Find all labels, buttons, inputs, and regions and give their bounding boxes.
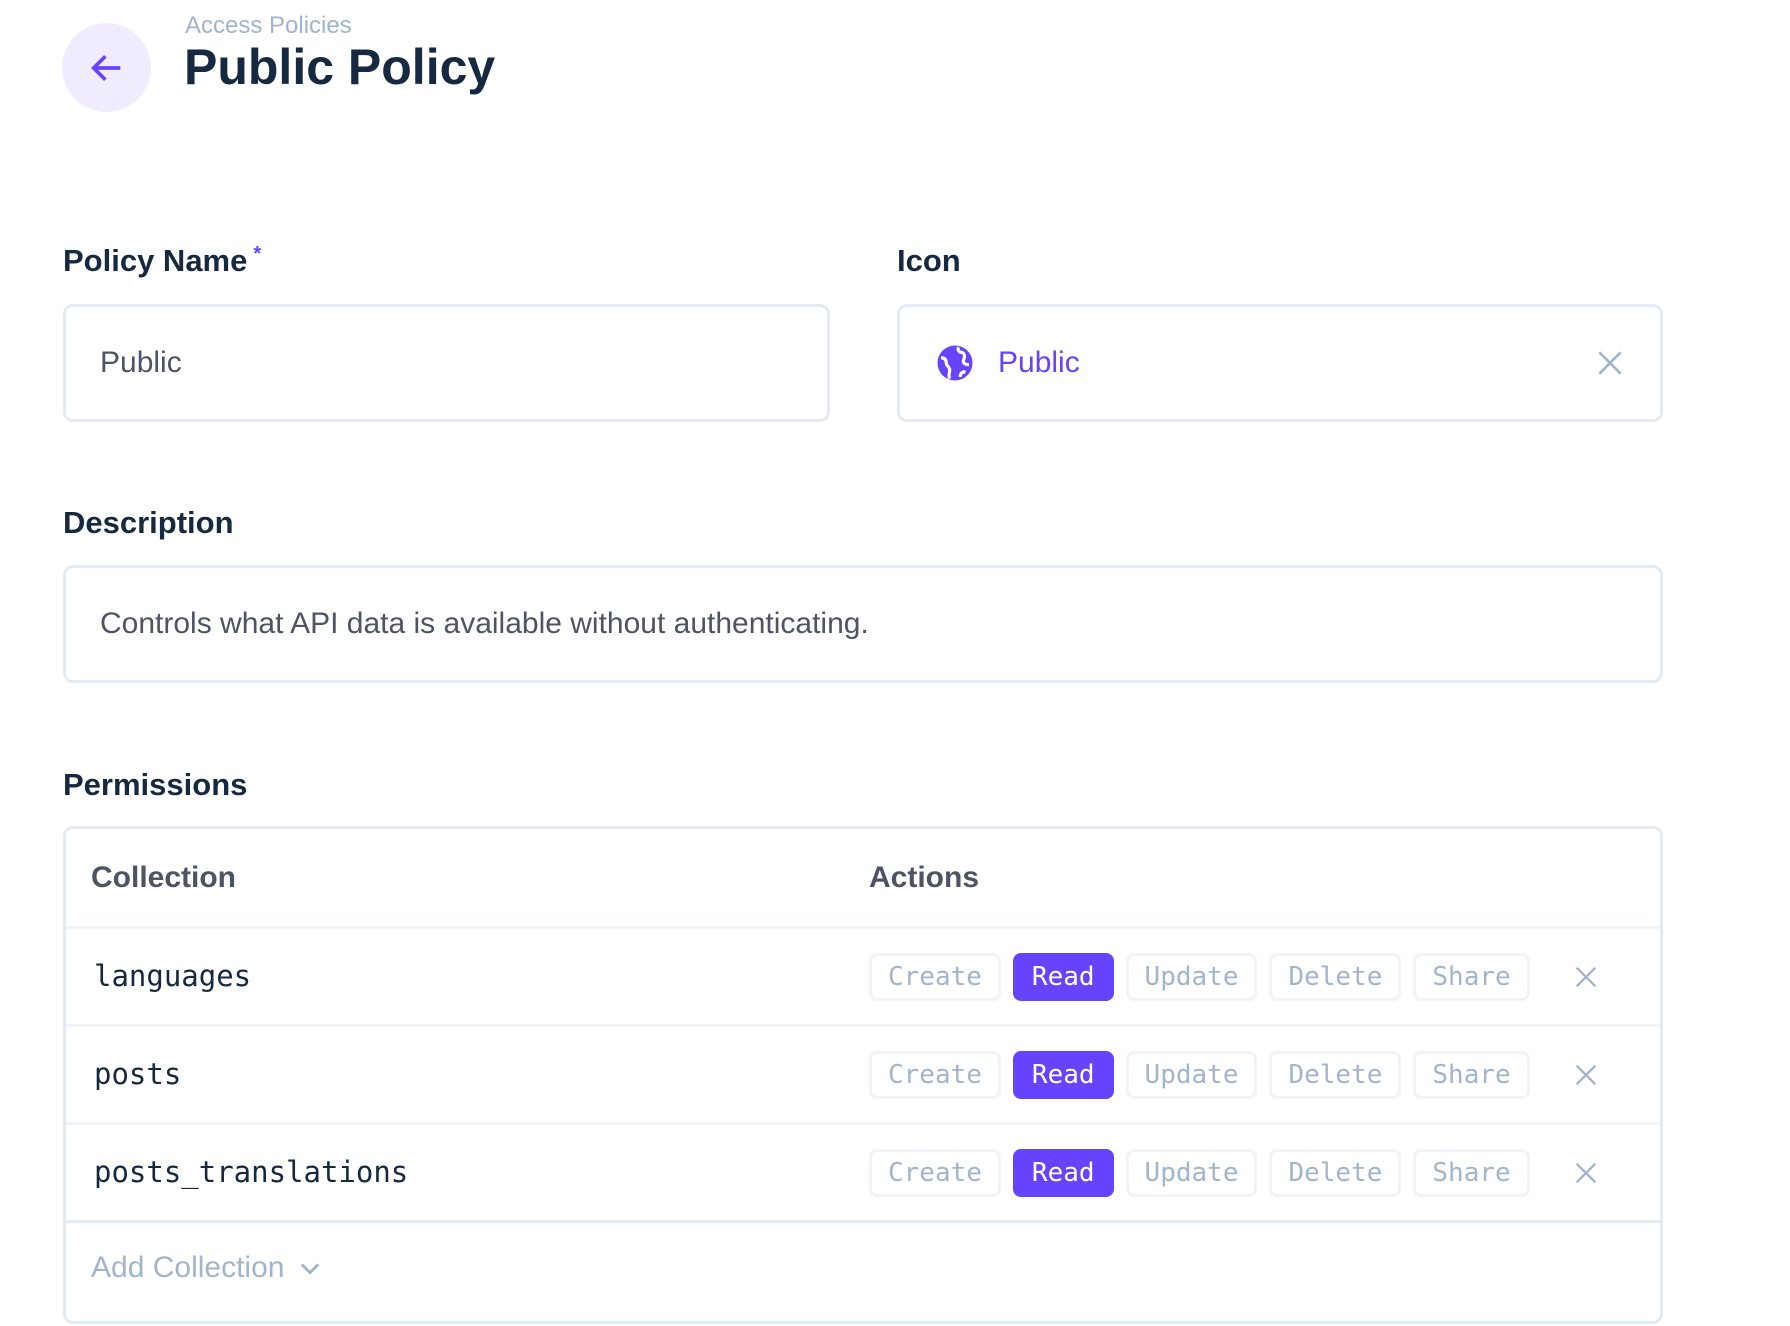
icon-label: Icon [897, 243, 961, 278]
description-value: Controls what API data is available with… [100, 607, 869, 640]
arrow-left-icon [90, 54, 120, 81]
action-create-toggle[interactable]: Create [869, 953, 1001, 1001]
action-read-toggle[interactable]: Read [1012, 1051, 1114, 1099]
icon-select[interactable]: Public [897, 304, 1663, 422]
close-icon [1575, 1162, 1596, 1184]
table-header: Collection Actions [66, 829, 1660, 929]
description-label: Description [63, 505, 234, 540]
icon-value: Public [998, 346, 1080, 379]
action-read-toggle[interactable]: Read [1012, 1149, 1114, 1197]
column-actions: Actions [869, 861, 980, 894]
permissions-table: Collection Actions languages Create Read Up… [63, 826, 1663, 1324]
table-row: languages Create Read Update Delete Share [66, 929, 1660, 1027]
action-delete-toggle[interactable]: Delete [1269, 1149, 1402, 1197]
action-create-toggle[interactable]: Create [869, 1149, 1001, 1197]
page-title: Public Policy [184, 39, 496, 95]
add-collection-label: Add Collection [91, 1251, 285, 1284]
table-row: posts Create Read Update Delete Share [66, 1027, 1660, 1125]
policy-name-input[interactable]: Public [63, 304, 830, 422]
action-create-toggle[interactable]: Create [869, 1051, 1001, 1099]
close-icon [1575, 1064, 1596, 1086]
action-read-toggle[interactable]: Read [1012, 953, 1114, 1001]
required-mark: * [253, 243, 262, 265]
back-button[interactable] [62, 23, 151, 112]
action-share-toggle[interactable]: Share [1413, 953, 1530, 1001]
policy-name-value: Public [100, 346, 182, 379]
close-icon [1575, 966, 1596, 988]
table-row: posts_translations Create Read Update Delete… [66, 1125, 1660, 1223]
action-delete-toggle[interactable]: Delete [1269, 953, 1402, 1001]
collection-name: posts_translations [94, 1155, 409, 1189]
column-collection: Collection [91, 861, 237, 894]
remove-collection-button[interactable] [1572, 963, 1600, 991]
action-delete-toggle[interactable]: Delete [1269, 1051, 1402, 1099]
action-update-toggle[interactable]: Update [1125, 953, 1258, 1001]
collection-name: posts [94, 1057, 182, 1091]
chevron-down-icon [301, 1263, 320, 1275]
globe-icon [937, 345, 973, 381]
add-collection-button[interactable]: Add Collection [91, 1251, 324, 1285]
remove-collection-button[interactable] [1572, 1159, 1600, 1187]
description-input[interactable]: Controls what API data is available with… [63, 565, 1663, 683]
permissions-label: Permissions [63, 767, 248, 802]
action-update-toggle[interactable]: Update [1125, 1149, 1258, 1197]
clear-icon[interactable] [1594, 347, 1626, 379]
breadcrumb[interactable]: Access Policies [185, 12, 352, 39]
policy-name-label: Policy Name * [63, 243, 262, 278]
action-share-toggle[interactable]: Share [1413, 1149, 1530, 1197]
action-update-toggle[interactable]: Update [1125, 1051, 1258, 1099]
action-share-toggle[interactable]: Share [1413, 1051, 1530, 1099]
collection-name: languages [94, 959, 252, 993]
remove-collection-button[interactable] [1572, 1061, 1600, 1089]
